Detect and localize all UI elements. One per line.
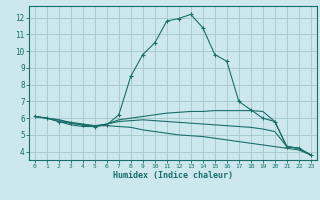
X-axis label: Humidex (Indice chaleur): Humidex (Indice chaleur) — [113, 171, 233, 180]
